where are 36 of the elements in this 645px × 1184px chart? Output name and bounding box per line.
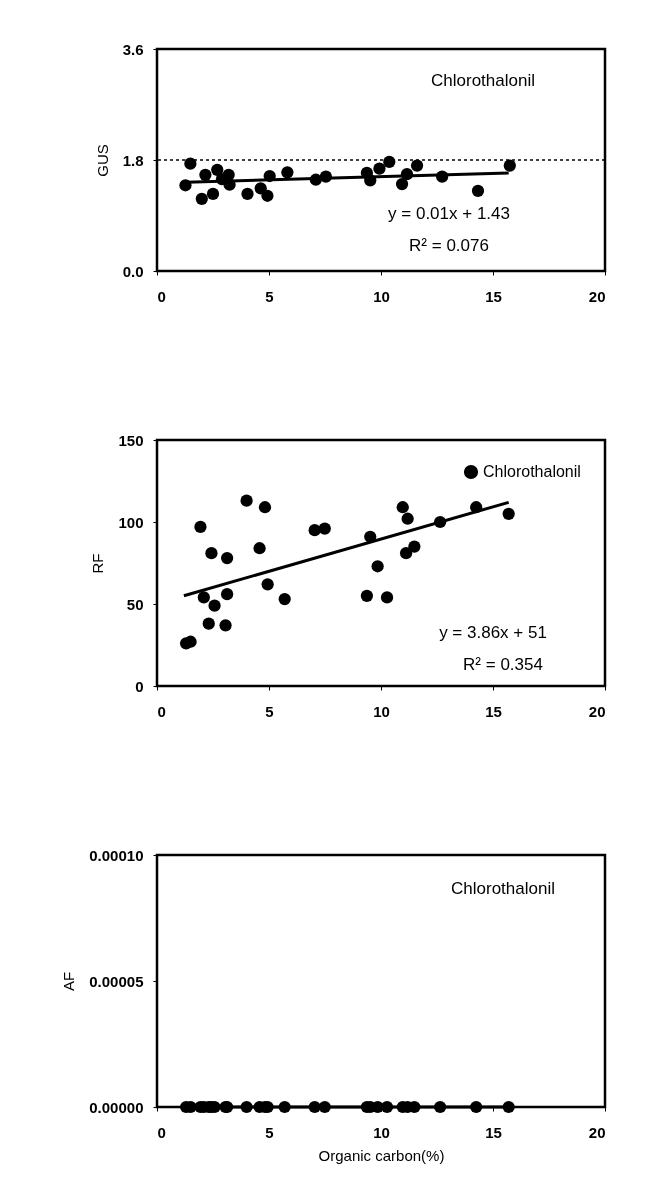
x-tick-label: 15	[485, 1123, 502, 1141]
y-tick-label: 0	[135, 677, 144, 695]
y-tick-label: 0.00000	[89, 1098, 144, 1116]
legend-label: Chlorothalonil	[483, 463, 581, 480]
x-tick-label: 20	[588, 702, 606, 720]
y-tick-label: 100	[118, 513, 144, 531]
annotation: R² = 0.076	[409, 236, 489, 255]
y-tick-label: 150	[118, 431, 144, 449]
x-tick-label: 5	[265, 702, 274, 720]
y-tick-label: 1.8	[122, 151, 144, 169]
y-axis-title: GUS	[93, 144, 111, 177]
x-tick-label: 10	[373, 287, 390, 305]
x-tick-label: 10	[373, 1123, 390, 1141]
y-tick-label: 50	[126, 595, 144, 613]
x-tick-label: 0	[157, 702, 166, 720]
y-tick-label: 0.0	[122, 262, 144, 280]
x-tick-label: 15	[485, 287, 502, 305]
y-axis-title: RF	[89, 553, 107, 574]
x-tick-label: 15	[485, 702, 502, 720]
x-tick-label: 10	[373, 702, 390, 720]
annotation: y = 0.01x + 1.43	[388, 204, 510, 223]
y-axis-title: AF	[60, 971, 78, 992]
annotation: y = 3.86x + 51	[439, 623, 547, 642]
y-tick-label: 0.00010	[89, 846, 144, 864]
annotation: Chlorothalonil	[431, 71, 535, 90]
y-tick-label: 3.6	[122, 40, 144, 58]
x-tick-label: 5	[265, 287, 274, 305]
x-tick-label: 0	[157, 1123, 166, 1141]
x-tick-label: 20	[588, 287, 606, 305]
y-tick-label: 0.00005	[89, 972, 144, 990]
annotation: R² = 0.354	[463, 655, 543, 674]
x-tick-label: 20	[588, 1123, 606, 1141]
x-tick-label: 0	[157, 287, 166, 305]
annotation: Chlorothalonil	[451, 879, 555, 898]
x-axis-title: Organic carbon(%)	[318, 1146, 445, 1164]
x-tick-label: 5	[265, 1123, 274, 1141]
